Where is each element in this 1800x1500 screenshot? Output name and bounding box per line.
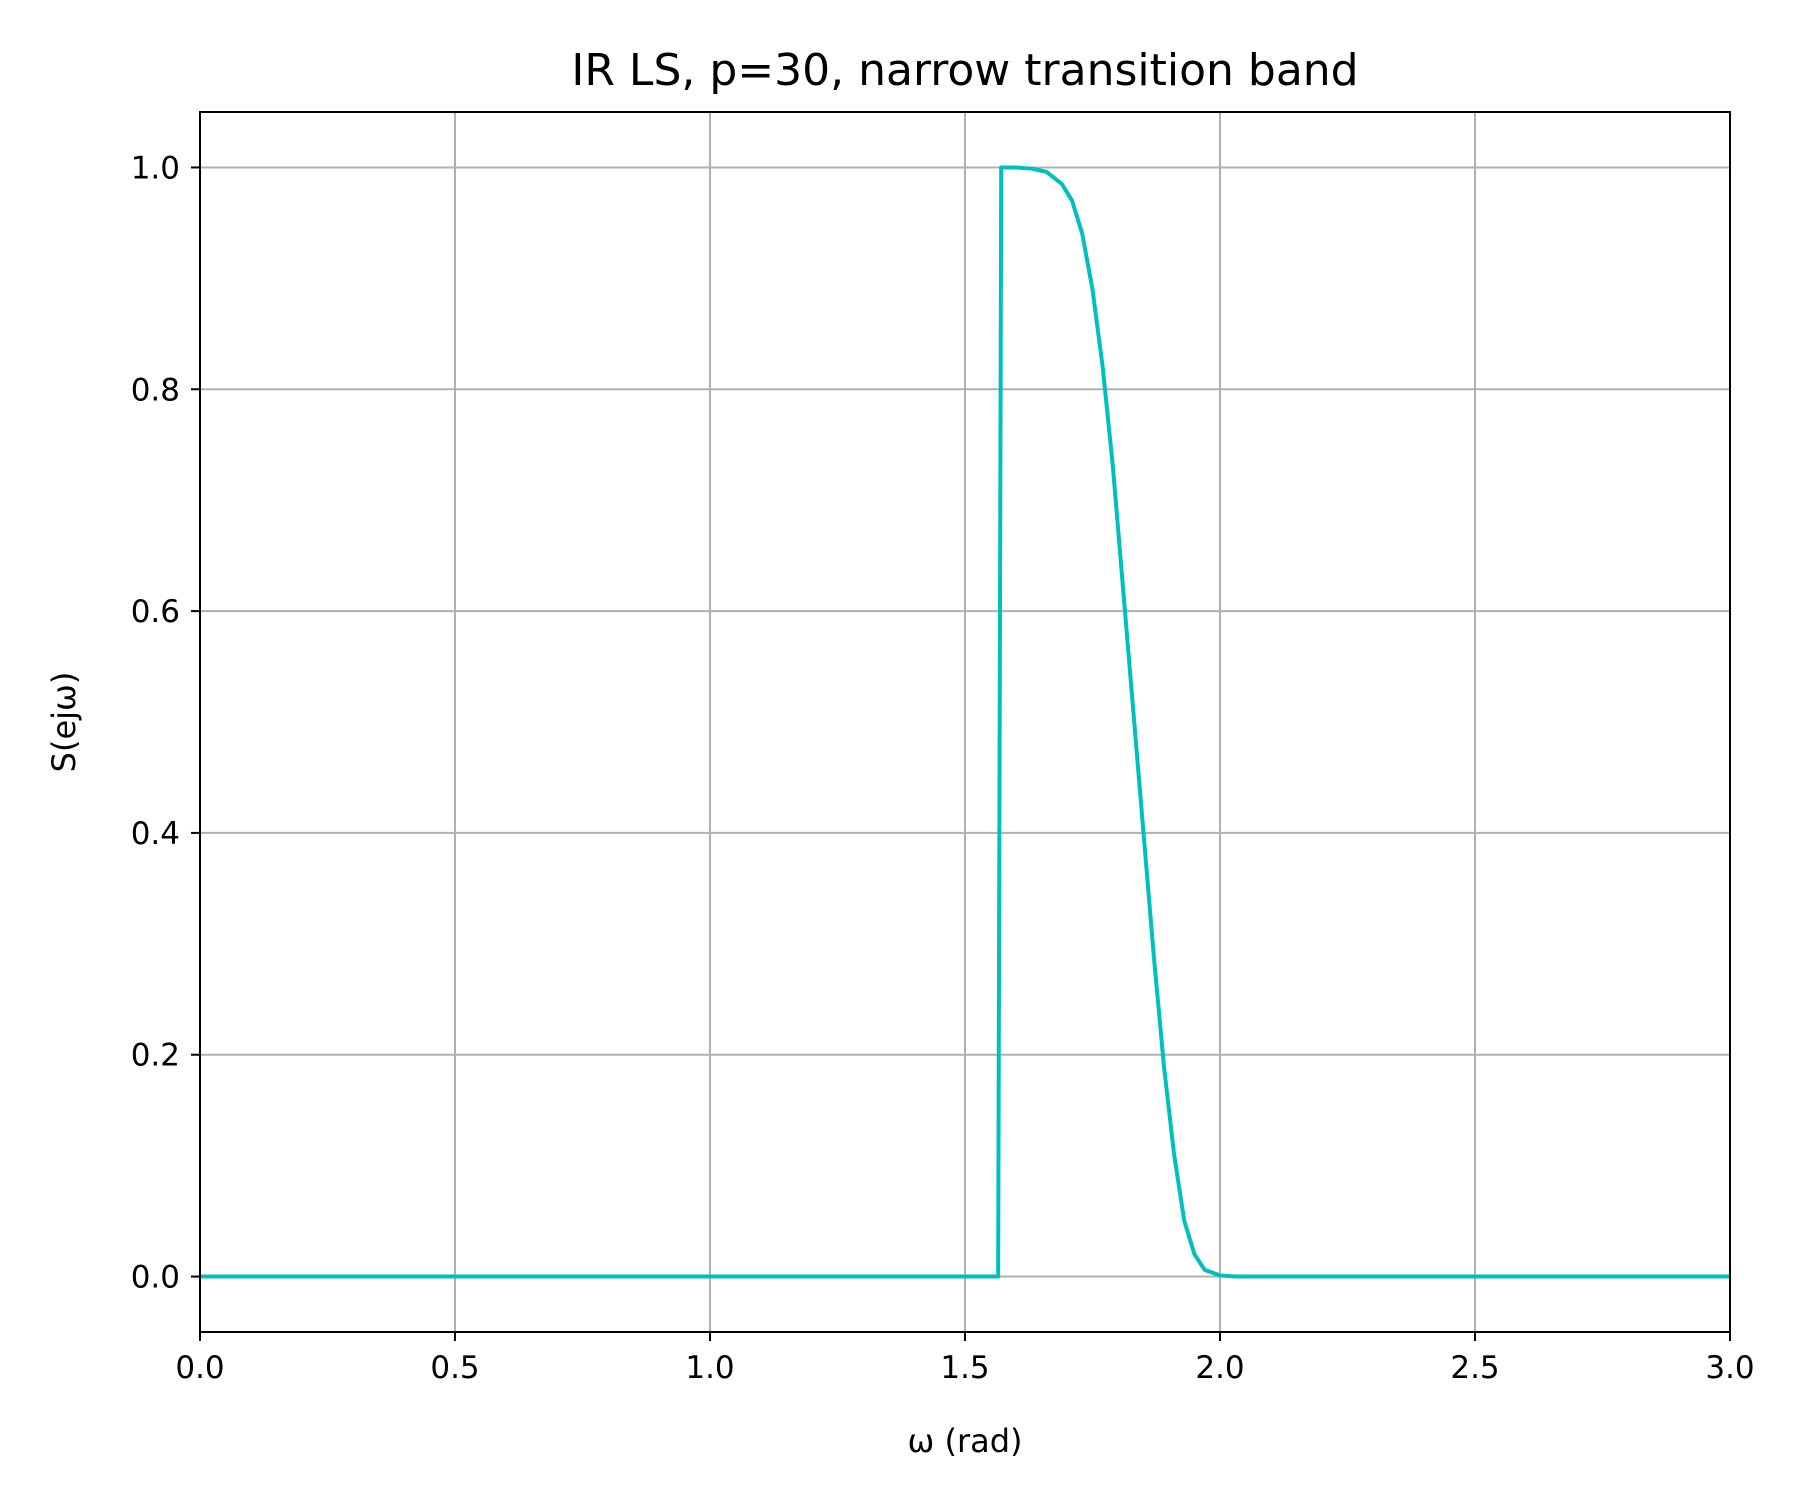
y-tick-label: 0.8 (131, 372, 180, 408)
series-line (200, 165, 1730, 1279)
x-tick-label: 1.0 (685, 1350, 734, 1386)
y-tick-label: 0.2 (131, 1038, 180, 1074)
x-tick-label: 2.0 (1195, 1350, 1244, 1386)
x-tick-label: 0.0 (175, 1350, 224, 1386)
y-tick-label: 0.0 (131, 1260, 180, 1296)
chart-title: IR LS, p=30, narrow transition band (571, 45, 1358, 96)
x-axis-label: ω (rad) (907, 1422, 1022, 1460)
y-axis-label: S(ejω) (45, 672, 83, 773)
y-tick-label: 1.0 (131, 150, 180, 186)
x-tick-label: 3.0 (1705, 1350, 1754, 1386)
x-tick-label: 2.5 (1450, 1350, 1499, 1386)
y-tick-label: 0.6 (131, 594, 180, 630)
ticks: 0.0 0.5 1.0 1.5 2.0 2.5 3.0 0.0 0.2 0.4 0.6 0.8 1.0 (131, 150, 1755, 1386)
y-tick-label: 0.4 (131, 816, 180, 852)
x-tick-label: 1.5 (940, 1350, 989, 1386)
series-layer (200, 165, 1730, 1279)
x-tick-label: 0.5 (430, 1350, 479, 1386)
